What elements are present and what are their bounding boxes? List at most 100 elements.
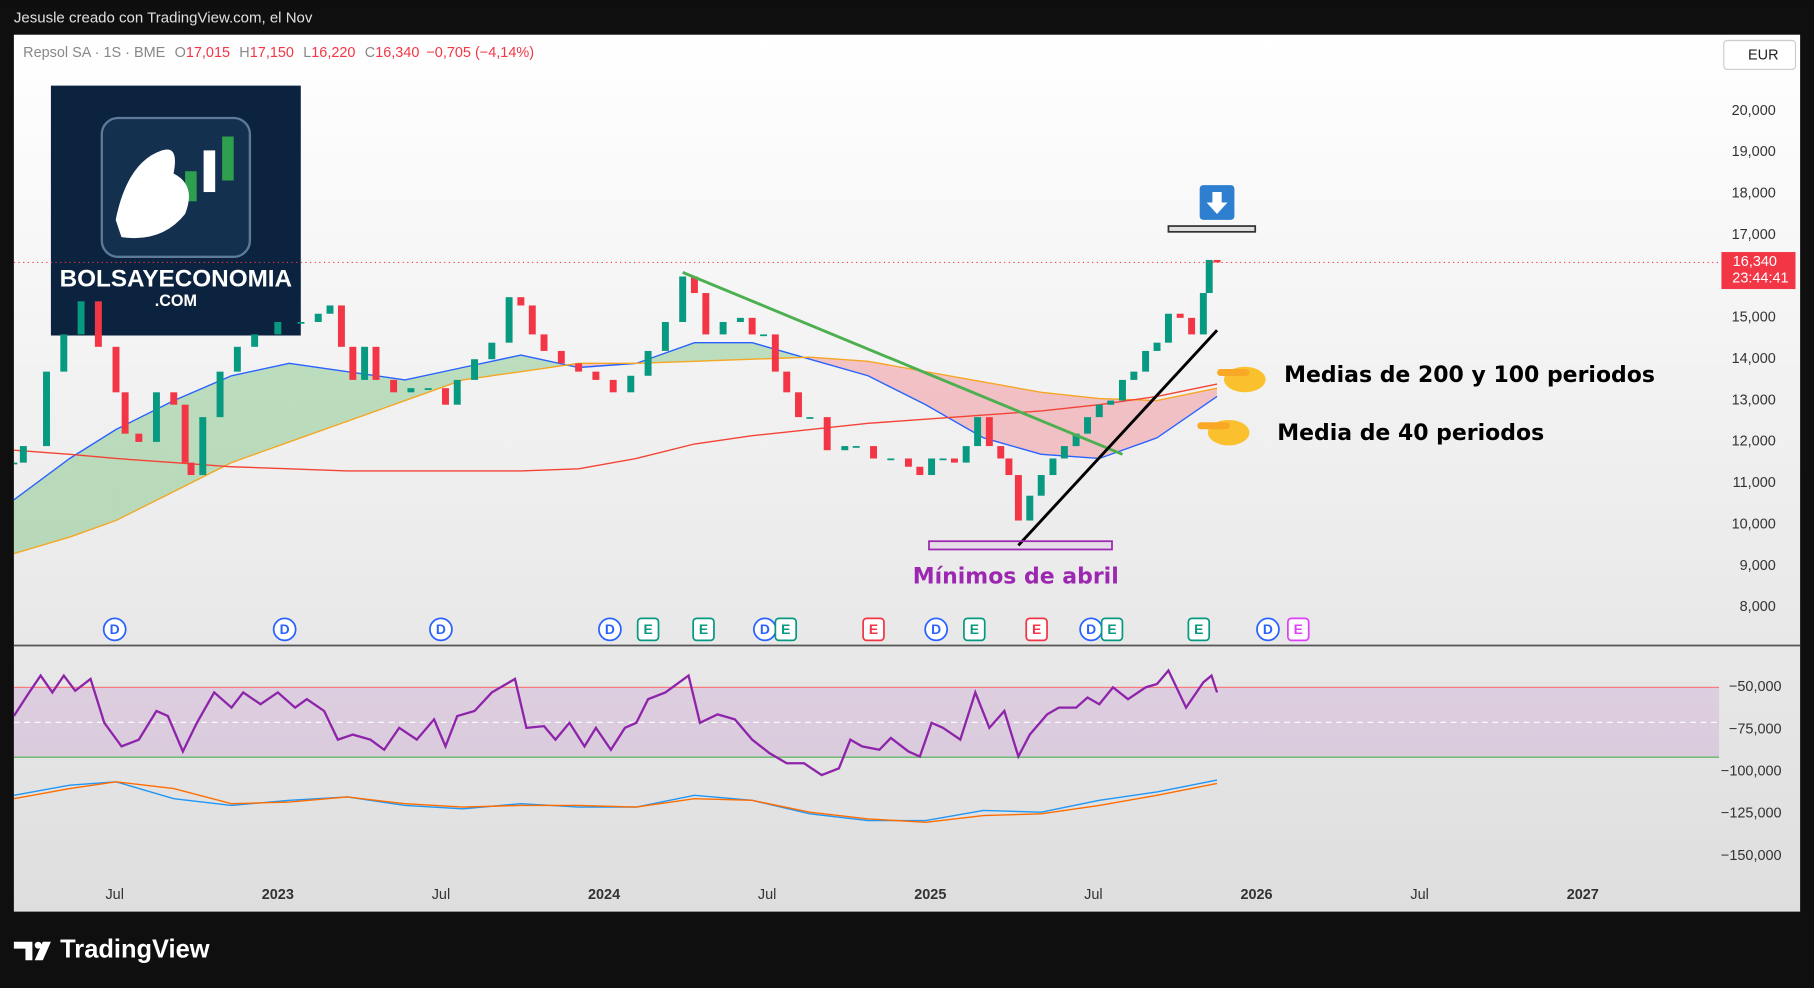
candle	[795, 392, 802, 418]
candle	[337, 305, 345, 347]
candle	[135, 433, 143, 442]
candle	[783, 371, 791, 393]
event-label: E	[970, 621, 979, 637]
candle	[1142, 350, 1150, 372]
candle	[314, 313, 322, 322]
candle	[690, 276, 698, 294]
event-badge	[1100, 617, 1124, 642]
candle	[1005, 458, 1013, 476]
annotation: Medias de 200 y 100 periodos	[1284, 363, 1655, 388]
candle	[627, 375, 635, 393]
event-label: D	[1086, 621, 1096, 637]
event-label: E	[1294, 621, 1303, 637]
x-tick-label: Jul	[105, 887, 123, 903]
event-label: E	[869, 621, 878, 637]
candle	[112, 346, 120, 393]
candle	[760, 334, 768, 337]
event-badge	[692, 617, 715, 642]
candle	[60, 334, 68, 372]
event-label: E	[699, 621, 708, 637]
symbol: Repsol SA · 1S · BME	[23, 45, 166, 61]
event-label: D	[931, 621, 941, 637]
ma-fill	[289, 363, 348, 442]
tv-icon-dot	[34, 941, 42, 949]
ma-fill	[983, 381, 1042, 455]
candle	[928, 458, 936, 476]
candle	[297, 321, 305, 324]
y-tick-label: −100,000	[1721, 763, 1782, 779]
event-label: D	[605, 621, 615, 637]
zone	[1167, 225, 1257, 233]
candle	[1153, 342, 1161, 351]
trendline	[1017, 329, 1219, 547]
event-badge	[1025, 617, 1048, 642]
candle	[557, 350, 565, 364]
event-badge	[636, 617, 660, 642]
candle	[985, 417, 993, 447]
ma-fill	[231, 363, 290, 463]
candle	[962, 446, 970, 463]
oscillator-line	[13, 779, 1218, 822]
ma-fill	[925, 371, 984, 438]
candle	[181, 404, 189, 463]
ohlc-key: L	[303, 45, 311, 61]
y-tick-label: 19,000	[1732, 144, 1776, 160]
candle	[528, 305, 536, 335]
candle	[852, 446, 860, 448]
arrow-icon	[1206, 192, 1228, 215]
signal-arrow	[1199, 185, 1235, 220]
event-label: E	[1107, 621, 1116, 637]
annotation: Mínimos de abril	[913, 564, 1119, 589]
event-badge	[1287, 617, 1310, 642]
hands	[1197, 366, 1266, 446]
event-badge	[924, 617, 949, 642]
y-tick-label: 12,000	[1732, 434, 1776, 450]
y-tick-label: 15,000	[1732, 310, 1776, 326]
y-tick-label: 10,000	[1732, 516, 1776, 532]
candle	[1049, 458, 1057, 476]
event-label: E	[643, 621, 652, 637]
candle	[916, 466, 924, 476]
footer-logo: TradingView	[13, 936, 210, 964]
candle	[152, 392, 160, 442]
tv-icon	[13, 941, 51, 961]
logo-bull	[115, 149, 189, 239]
candle	[1014, 475, 1022, 521]
event-badge	[774, 617, 798, 642]
candle	[233, 346, 241, 372]
annotation: Media de 40 periodos	[1277, 421, 1544, 446]
event-badge	[1187, 617, 1211, 642]
ohlc-value: −0,705 (−4,14%)	[426, 45, 534, 61]
candle	[592, 371, 600, 380]
y-tick-label: −125,000	[1721, 806, 1782, 822]
candle	[1084, 417, 1092, 434]
y-tick-label: 14,000	[1732, 351, 1776, 367]
y-tick-label: −150,000	[1721, 848, 1782, 864]
candle	[390, 379, 398, 393]
event-label: E	[1194, 621, 1203, 637]
candle	[1164, 313, 1172, 343]
candle	[1118, 379, 1126, 401]
candle	[1130, 371, 1138, 380]
trendline	[682, 271, 1123, 456]
y-tick-label: 18,000	[1732, 186, 1776, 202]
candle	[274, 321, 282, 335]
y-tick-label: 8,000	[1740, 599, 1776, 615]
logo-candle	[203, 150, 216, 193]
candle	[719, 321, 727, 335]
candle	[251, 334, 259, 347]
logo-candle	[185, 171, 197, 202]
ma-fill	[405, 367, 463, 401]
candle	[950, 458, 958, 463]
event-label: D	[760, 621, 770, 637]
candle	[1095, 404, 1103, 418]
ma-fill	[867, 361, 926, 405]
x-tick-label: 2026	[1240, 887, 1272, 903]
candle	[887, 458, 895, 461]
x-tick-label: Jul	[758, 887, 776, 903]
x-tick-label: 2024	[588, 887, 620, 903]
candle	[644, 350, 652, 376]
candle	[170, 392, 178, 405]
currency-box[interactable]	[1723, 39, 1797, 71]
candle	[1026, 495, 1034, 521]
